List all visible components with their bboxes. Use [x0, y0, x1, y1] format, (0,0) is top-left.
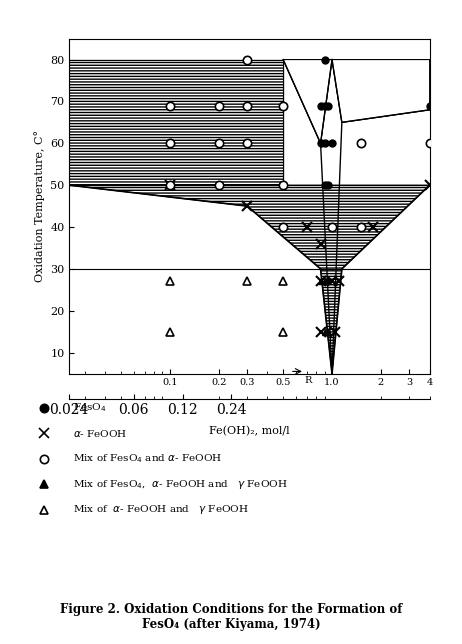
Y-axis label: Oxidation Temperature, C°: Oxidation Temperature, C°	[34, 130, 45, 282]
Polygon shape	[69, 185, 430, 374]
Text: Mix of FesO$_4$,  $\alpha$- FeOOH and   $\gamma$ FeOOH: Mix of FesO$_4$, $\alpha$- FeOOH and $\g…	[73, 478, 287, 491]
Text: FesO$_4$: FesO$_4$	[73, 401, 106, 414]
Polygon shape	[69, 59, 283, 185]
Text: Mix of FesO$_4$ and $\alpha$- FeOOH: Mix of FesO$_4$ and $\alpha$- FeOOH	[73, 452, 222, 465]
Text: $\alpha$- FeOOH: $\alpha$- FeOOH	[73, 428, 128, 439]
X-axis label: Fe(OH)₂, mol/l: Fe(OH)₂, mol/l	[209, 426, 290, 437]
Text: R: R	[305, 375, 312, 384]
Polygon shape	[69, 59, 283, 185]
Polygon shape	[283, 59, 430, 144]
Polygon shape	[69, 59, 283, 185]
Text: Mix of  $\alpha$- FeOOH and   $\gamma$ FeOOH: Mix of $\alpha$- FeOOH and $\gamma$ FeOO…	[73, 503, 249, 516]
Text: Figure 2. Oxidation Conditions for the Formation of
FesO₄ (after Kiyama, 1974): Figure 2. Oxidation Conditions for the F…	[60, 603, 402, 631]
Polygon shape	[283, 59, 430, 144]
